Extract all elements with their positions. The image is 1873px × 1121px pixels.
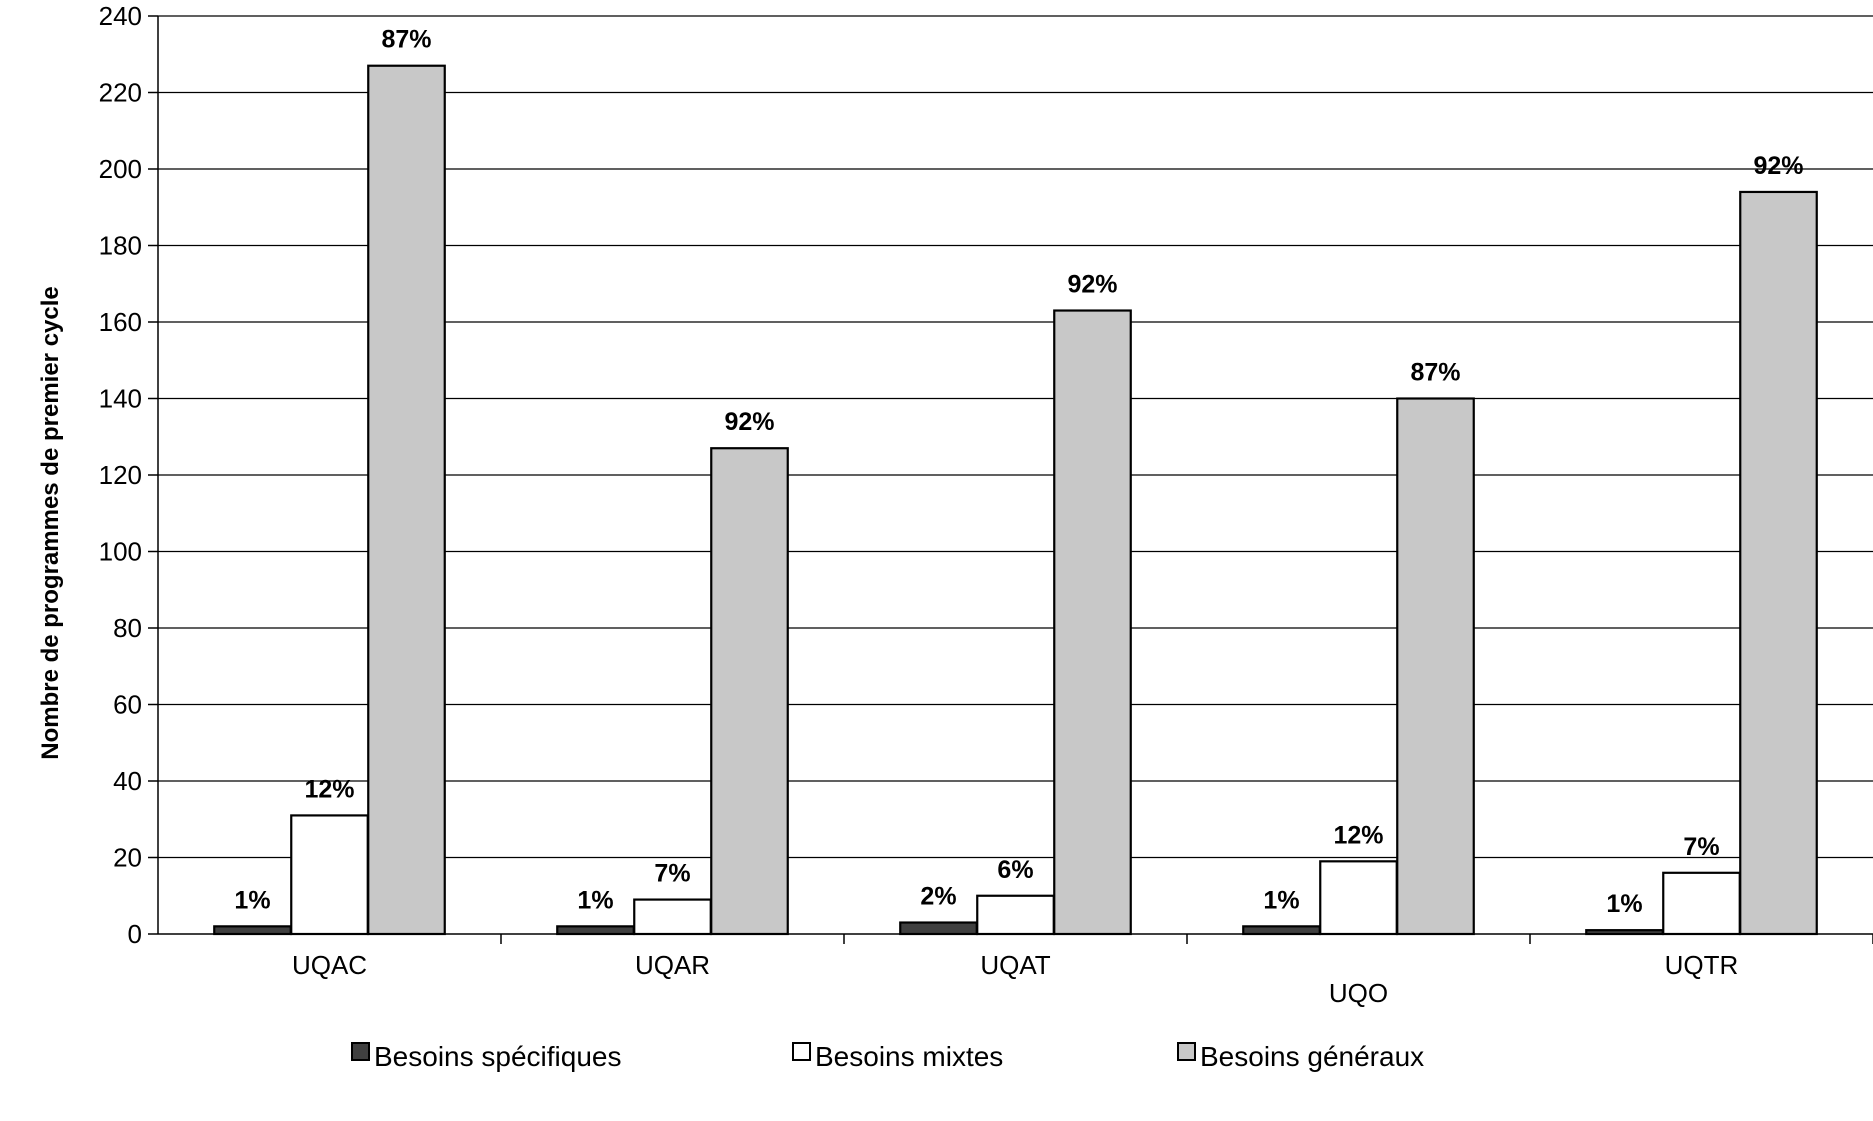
data-label: 6% xyxy=(997,856,1033,884)
y-tick-label: 180 xyxy=(99,231,142,261)
y-tick-label: 220 xyxy=(99,78,142,108)
data-label: 92% xyxy=(724,408,774,436)
bar xyxy=(1053,309,1132,936)
bar xyxy=(976,894,1055,936)
y-tick-label: 60 xyxy=(113,690,142,720)
y-tick-label: 0 xyxy=(128,919,142,949)
x-category-label: UQAC xyxy=(292,950,367,980)
bar xyxy=(1739,190,1818,936)
data-label: 87% xyxy=(1410,359,1460,387)
data-label: 12% xyxy=(304,775,354,803)
data-label: 1% xyxy=(1263,886,1299,914)
legend-swatch xyxy=(1177,1042,1196,1061)
y-tick-label: 120 xyxy=(99,460,142,490)
axes: 0 20 40 60 80 100 120 140 160 180 200 220 240 UQAC UQA… xyxy=(99,1,1873,1008)
bar xyxy=(556,925,635,936)
bar xyxy=(213,925,292,936)
legend-label: Besoins généraux xyxy=(1200,1041,1424,1072)
y-tick-label: 240 xyxy=(99,1,142,31)
legend-label: Besoins mixtes xyxy=(815,1041,1003,1072)
bar xyxy=(1396,397,1475,936)
bar xyxy=(710,447,789,936)
data-label: 1% xyxy=(577,886,613,914)
legend-label: Besoins spécifiques xyxy=(374,1041,621,1072)
data-label: 2% xyxy=(920,883,956,911)
data-labels: 1% 12% 87% 1% 7% 92% 2% 6% 92% 1% 12% 87% 1% 7% 92% xyxy=(234,26,1803,918)
data-label: 1% xyxy=(1606,890,1642,918)
y-tick-label: 20 xyxy=(113,843,142,873)
data-label: 12% xyxy=(1333,821,1383,849)
y-tick-label: 40 xyxy=(113,766,142,796)
y-tick-label: 200 xyxy=(99,154,142,184)
legend-swatch xyxy=(792,1042,811,1061)
bar xyxy=(290,814,369,936)
x-category-label: UQAT xyxy=(980,950,1050,980)
bar xyxy=(1242,925,1321,936)
y-tick-label: 160 xyxy=(99,307,142,337)
bar xyxy=(633,898,712,936)
legend-swatch xyxy=(351,1042,370,1061)
y-tick-label: 140 xyxy=(99,384,142,414)
x-category-label: UQAR xyxy=(635,950,710,980)
y-axis-label: Nombre de programmes de premier cycle xyxy=(37,286,64,760)
bar xyxy=(367,64,446,936)
bar xyxy=(899,921,978,936)
y-tick-label: 100 xyxy=(99,537,142,567)
bar xyxy=(1319,860,1398,936)
x-category-label: UQTR xyxy=(1665,950,1739,980)
data-label: 92% xyxy=(1753,152,1803,180)
data-label: 87% xyxy=(381,26,431,54)
bar xyxy=(1662,871,1741,936)
x-category-label: UQO xyxy=(1329,978,1388,1008)
data-label: 7% xyxy=(1683,833,1719,861)
data-label: 1% xyxy=(234,886,270,914)
bars xyxy=(213,64,1818,936)
y-tick-label: 80 xyxy=(113,613,142,643)
data-label: 92% xyxy=(1067,271,1117,299)
legend: Besoins spécifiques Besoins mixtes Besoins… xyxy=(351,1041,1424,1072)
data-label: 7% xyxy=(654,860,690,888)
